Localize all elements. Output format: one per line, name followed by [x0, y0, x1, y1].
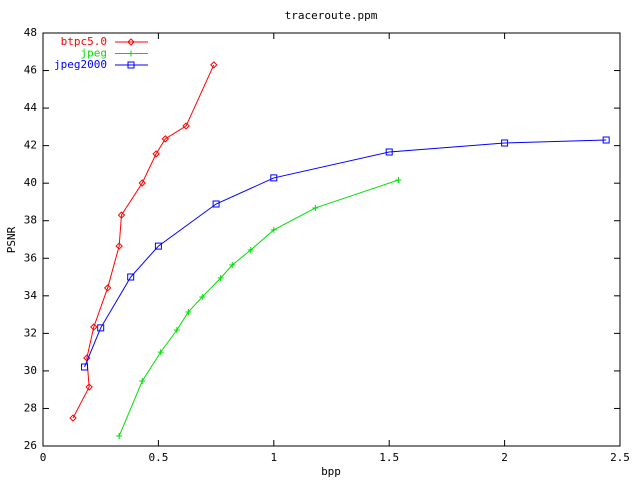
point-marker — [247, 247, 254, 254]
point-marker — [270, 174, 278, 182]
point-marker — [69, 414, 77, 422]
point-marker — [139, 378, 146, 385]
y-tick-label: 30 — [24, 364, 37, 377]
point-marker — [312, 204, 319, 211]
point-marker — [161, 135, 170, 143]
point-marker — [229, 262, 236, 269]
point-marker — [395, 176, 402, 183]
point-marker — [138, 179, 146, 187]
point-marker — [97, 324, 105, 332]
point-marker — [127, 273, 135, 281]
point-marker — [602, 136, 610, 144]
y-tick-label: 40 — [24, 176, 37, 189]
point-marker — [199, 293, 206, 300]
point-marker — [85, 383, 93, 391]
point-marker — [115, 242, 123, 250]
y-tick-label: 36 — [24, 251, 37, 264]
point-marker — [128, 50, 134, 57]
y-axis-label: PSNR — [5, 226, 18, 253]
chart-title: traceroute.ppm — [285, 9, 378, 22]
point-marker — [154, 242, 162, 250]
point-marker — [270, 226, 277, 233]
y-tick-label: 48 — [24, 26, 37, 39]
series-line — [84, 139, 607, 368]
point-marker — [152, 150, 160, 158]
point-marker — [116, 433, 123, 440]
y-tick-label: 38 — [24, 214, 37, 227]
point-marker — [117, 211, 126, 219]
point-marker — [81, 363, 89, 371]
legend-label: jpeg — [81, 47, 108, 60]
y-tick-label: 42 — [24, 139, 37, 152]
point-marker — [385, 148, 393, 156]
legend-label: btpc5.0 — [61, 35, 107, 48]
y-tick-label: 26 — [24, 439, 37, 452]
point-marker — [185, 308, 192, 315]
x-axis-label: bpp — [321, 465, 341, 478]
y-tick-label: 32 — [24, 326, 37, 339]
series-line — [118, 179, 399, 437]
point-marker — [103, 284, 112, 292]
point-marker — [90, 323, 98, 331]
y-tick-label: 44 — [24, 101, 38, 114]
legend-label: jpeg2000 — [54, 58, 107, 71]
point-marker — [127, 61, 135, 69]
x-tick-label: 2 — [501, 451, 508, 464]
x-tick-label: 0 — [40, 451, 47, 464]
point-marker — [217, 274, 224, 281]
point-marker — [157, 349, 164, 356]
plot-border — [42, 32, 621, 447]
point-marker — [212, 200, 220, 208]
point-marker — [173, 326, 180, 333]
series-line — [72, 64, 215, 419]
point-marker — [182, 122, 190, 130]
x-tick-label: 1 — [270, 451, 277, 464]
point-marker — [501, 139, 509, 147]
x-tick-label: 2.5 — [610, 451, 630, 464]
y-tick-label: 28 — [24, 401, 37, 414]
y-tick-label: 46 — [24, 64, 37, 77]
point-marker — [210, 61, 218, 69]
x-tick-label: 0.5 — [148, 451, 168, 464]
y-tick-label: 34 — [24, 289, 38, 302]
point-marker — [127, 38, 135, 46]
x-tick-label: 1.5 — [379, 451, 399, 464]
